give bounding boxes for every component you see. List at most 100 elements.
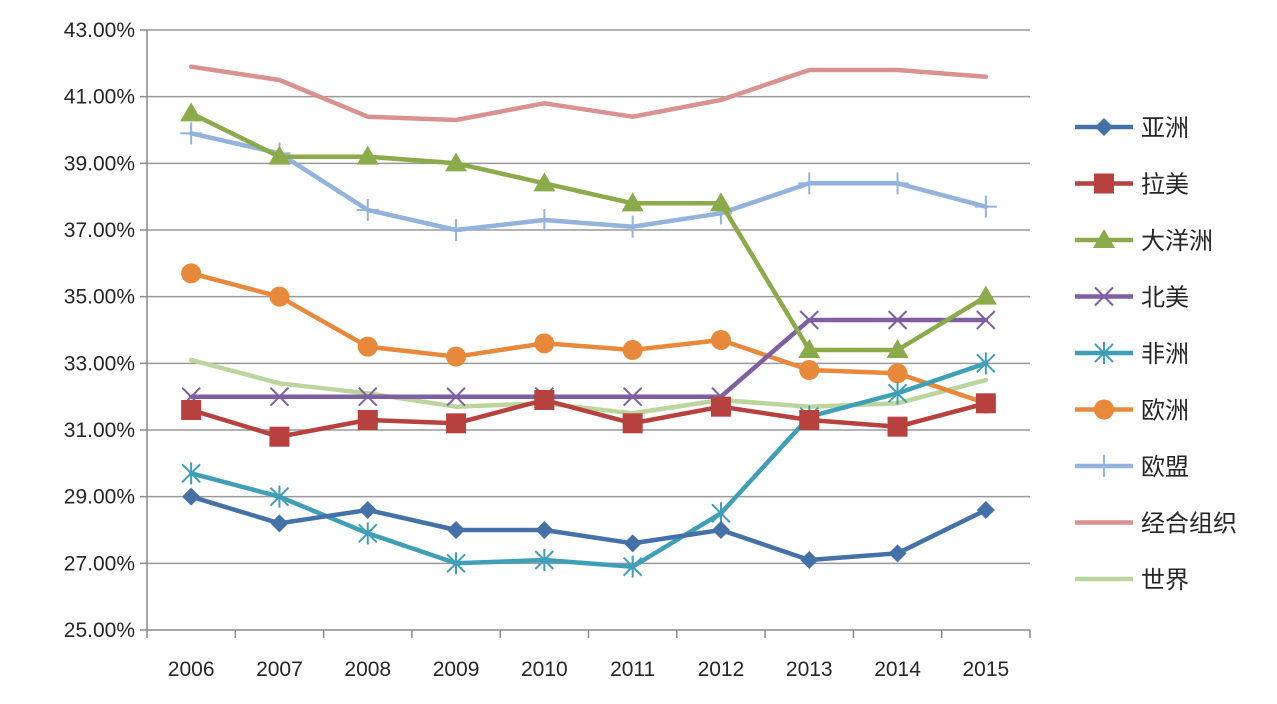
data-point <box>976 352 996 375</box>
y-tick-label: 31.00% <box>64 419 135 442</box>
legend-label: 经合组织 <box>1141 510 1237 538</box>
y-tick-label: 27.00% <box>64 552 135 575</box>
data-point <box>887 363 908 384</box>
data-point <box>269 426 290 447</box>
legend-label: 大洋洲 <box>1141 227 1213 255</box>
series-line <box>188 111 989 353</box>
data-point <box>270 514 289 533</box>
data-point <box>356 199 379 221</box>
data-point <box>269 286 290 307</box>
data-point <box>446 346 467 367</box>
data-point <box>534 390 555 410</box>
data-point <box>180 122 203 145</box>
data-point <box>358 501 377 519</box>
x-tick-label: 2007 <box>256 658 303 681</box>
series-line <box>188 357 989 416</box>
data-point <box>356 145 379 165</box>
legend-item: 欧洲 <box>1075 397 1189 425</box>
legend-label: 世界 <box>1141 566 1189 594</box>
y-tick-label: 39.00% <box>64 152 135 175</box>
data-point <box>621 215 644 238</box>
data-point <box>887 416 908 437</box>
series-line <box>188 494 989 563</box>
series-lines <box>180 64 997 578</box>
legend-item: 世界 <box>1075 566 1189 594</box>
legend-item: 拉美 <box>1075 171 1189 199</box>
data-point <box>181 263 202 284</box>
series-line <box>188 131 989 233</box>
series-1 <box>181 390 996 447</box>
legend-item: 北美 <box>1075 284 1189 312</box>
data-point <box>798 172 821 195</box>
data-point <box>710 396 731 417</box>
series-6 <box>180 122 997 241</box>
data-point <box>1094 286 1114 307</box>
data-point <box>886 339 909 358</box>
legend-item: 经合组织 <box>1075 510 1237 538</box>
data-point <box>533 209 556 231</box>
series-8 <box>188 357 989 416</box>
data-point <box>1094 399 1114 420</box>
data-point <box>710 330 731 350</box>
y-tick-label: 35.00% <box>64 286 135 309</box>
y-tick-label: 29.00% <box>64 486 135 509</box>
data-point <box>358 386 378 407</box>
data-point <box>1095 118 1113 136</box>
data-point <box>181 462 201 485</box>
x-tick-label: 2010 <box>521 658 568 681</box>
x-tick-label: 2013 <box>786 658 833 681</box>
data-point <box>445 152 468 172</box>
data-point <box>269 485 290 508</box>
series-7 <box>188 64 989 123</box>
x-tick-label: 2014 <box>874 658 921 681</box>
data-point <box>268 145 291 165</box>
data-point <box>976 310 996 330</box>
data-point <box>182 487 201 506</box>
data-point <box>974 285 997 305</box>
data-point <box>446 413 467 434</box>
data-point <box>1093 455 1115 477</box>
legend-item: 非洲 <box>1075 340 1189 368</box>
data-point <box>887 382 908 405</box>
data-point <box>622 555 643 578</box>
data-point <box>622 386 643 407</box>
data-point <box>446 386 466 407</box>
data-point <box>974 195 997 218</box>
data-point <box>887 310 908 330</box>
series-line <box>188 397 989 439</box>
legend-label: 欧盟 <box>1141 453 1189 481</box>
data-point <box>445 219 468 241</box>
data-point <box>799 410 820 430</box>
data-point <box>446 552 466 575</box>
data-point <box>357 336 378 357</box>
x-tick-label: 2012 <box>698 658 745 681</box>
data-point <box>888 544 907 563</box>
data-point <box>976 501 995 519</box>
data-point <box>181 400 202 420</box>
data-point <box>622 413 643 434</box>
y-tick-label: 43.00% <box>64 19 135 42</box>
y-tick-label: 25.00% <box>64 619 135 642</box>
data-point <box>799 360 820 380</box>
series-0 <box>182 487 995 569</box>
data-point <box>798 339 821 358</box>
y-tick-label: 41.00% <box>64 86 135 109</box>
data-point <box>711 502 731 525</box>
data-point <box>1093 229 1115 248</box>
series-3 <box>181 310 996 407</box>
legend-label: 欧洲 <box>1141 397 1189 425</box>
legend-item: 亚洲 <box>1075 114 1189 142</box>
data-point <box>535 521 554 539</box>
data-point <box>1094 173 1114 194</box>
data-point <box>269 386 290 407</box>
legend-label: 北美 <box>1141 284 1189 312</box>
data-point <box>358 522 378 545</box>
data-point <box>357 410 378 430</box>
data-point <box>886 172 909 195</box>
y-tick-label: 37.00% <box>64 219 135 242</box>
data-point <box>534 333 555 354</box>
legend-label: 拉美 <box>1141 171 1189 199</box>
